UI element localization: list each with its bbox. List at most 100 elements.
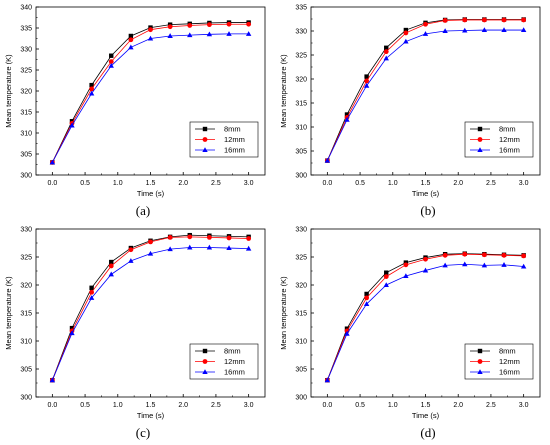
- data-point: [89, 285, 94, 290]
- data-point: [246, 21, 252, 27]
- y-tick-label: 315: [20, 311, 32, 318]
- data-point: [442, 28, 448, 33]
- data-point: [245, 31, 252, 36]
- data-point: [226, 235, 232, 241]
- data-point: [128, 37, 134, 43]
- data-point: [147, 250, 154, 256]
- legend-marker: [202, 348, 208, 354]
- data-point: [364, 74, 369, 79]
- data-point: [246, 236, 252, 241]
- y-tick-label: 315: [295, 101, 307, 108]
- x-tick-label: 1.0: [113, 180, 123, 187]
- x-tick-label: 0.5: [80, 402, 90, 409]
- legend-label: 12mm: [499, 357, 520, 366]
- data-point: [187, 234, 193, 240]
- legend-label: 8mm: [499, 347, 516, 356]
- data-point: [501, 262, 507, 267]
- data-point: [49, 377, 56, 383]
- x-tick-label: 0.0: [47, 402, 57, 409]
- y-tick-label: 320: [295, 77, 307, 84]
- y-tick-label: 310: [295, 125, 307, 132]
- legend-label: 16mm: [224, 146, 245, 155]
- legend-marker: [202, 147, 208, 152]
- legend-marker: [477, 369, 483, 374]
- data-point: [462, 27, 468, 33]
- data-point: [462, 261, 468, 267]
- x-tick-label: 2.5: [486, 180, 496, 187]
- data-point: [481, 262, 488, 268]
- data-point: [383, 49, 389, 55]
- data-point: [88, 295, 95, 300]
- data-point: [344, 330, 350, 336]
- data-point: [501, 27, 507, 33]
- data-point: [206, 235, 212, 240]
- x-tick-label: 0.0: [322, 402, 332, 409]
- x-tick-label: 3.0: [519, 180, 529, 187]
- x-tick-label: 0.5: [355, 402, 365, 409]
- y-tick-label: 330: [295, 29, 307, 36]
- data-point: [128, 44, 134, 50]
- legend-marker: [202, 359, 208, 364]
- data-point: [167, 235, 173, 240]
- data-point: [423, 256, 428, 262]
- data-point: [108, 63, 114, 68]
- data-point: [363, 301, 370, 307]
- y-tick-label: 320: [20, 283, 32, 290]
- data-point: [167, 33, 173, 38]
- data-point: [442, 262, 448, 268]
- data-point: [481, 27, 488, 33]
- chart-panel-a: 0.0 0.5 1.0 1.5 2.0 2.5 3.0 300 305 310 315 320 325 3…: [4, 5, 266, 198]
- legend-label: 16mm: [224, 368, 245, 377]
- data-point: [89, 86, 95, 92]
- y-axis-label: Mean temperature (K): [4, 54, 13, 128]
- legend-label: 8mm: [224, 347, 241, 356]
- y-tick-label: 315: [295, 311, 307, 318]
- data-point: [364, 291, 369, 297]
- data-point: [108, 271, 114, 277]
- x-tick-label: 0.5: [355, 180, 365, 187]
- y-tick-label: 330: [20, 47, 32, 54]
- data-point: [226, 31, 232, 36]
- y-tick-label: 325: [20, 255, 32, 262]
- data-point: [109, 53, 114, 58]
- x-axis-label: Time (s): [412, 189, 440, 198]
- data-point: [383, 274, 389, 279]
- legend-label: 16mm: [499, 368, 520, 377]
- x-tick-label: 2.5: [211, 402, 221, 409]
- y-tick-label: 310: [20, 131, 32, 138]
- legend-label: 8mm: [224, 125, 241, 134]
- data-point: [481, 17, 487, 23]
- x-tick-label: 2.0: [453, 180, 463, 187]
- legend-marker: [202, 137, 208, 142]
- y-axis-label: Mean temperature (K): [279, 54, 288, 128]
- data-point: [109, 259, 114, 265]
- data-point: [128, 258, 134, 263]
- data-point: [363, 82, 370, 88]
- data-point: [148, 239, 153, 245]
- legend-marker: [477, 147, 483, 152]
- data-point: [167, 24, 173, 30]
- series-16mm: [49, 31, 252, 165]
- data-point: [108, 59, 114, 64]
- data-point: [364, 78, 370, 84]
- y-tick-label: 305: [295, 367, 307, 374]
- data-point: [384, 270, 389, 275]
- data-point: [403, 38, 409, 44]
- legend-label: 8mm: [499, 125, 516, 134]
- data-point: [324, 157, 331, 163]
- y-axis-label: Mean temperature (K): [279, 276, 288, 350]
- y-tick-label: 325: [20, 68, 32, 75]
- x-tick-label: 2.5: [211, 180, 221, 187]
- data-point: [187, 23, 193, 28]
- y-tick-label: 300: [295, 395, 307, 402]
- legend-marker: [477, 359, 483, 364]
- data-point: [384, 45, 389, 50]
- data-point: [69, 122, 75, 128]
- data-point: [88, 90, 95, 96]
- data-point: [403, 273, 409, 279]
